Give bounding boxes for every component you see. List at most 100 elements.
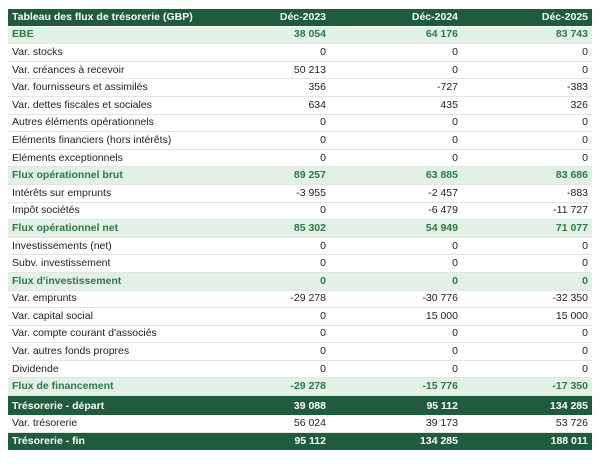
label-cell: EBE: [8, 26, 200, 45]
value-cell: 0: [462, 43, 592, 62]
value-cell: -727: [330, 78, 462, 97]
value-cell: 0: [330, 325, 462, 344]
value-cell: 0: [330, 272, 462, 291]
value-cell: 63 885: [330, 166, 462, 185]
value-cell: 85 302: [200, 219, 330, 238]
table-row: Var. emprunts -29 278 -30 776 -32 350: [8, 290, 592, 309]
table-row: Trésorerie - départ 39 088 95 112 134 285: [8, 398, 592, 416]
value-cell: 0: [200, 202, 330, 221]
value-cell: 0: [330, 149, 462, 168]
value-cell: 0: [462, 342, 592, 361]
value-cell: 0: [330, 43, 462, 62]
value-cell: 134 285: [462, 398, 592, 416]
value-cell: 0: [200, 325, 330, 344]
table-row: Var. compte courant d'associés 0 0 0: [8, 325, 592, 344]
label-cell: Var. dettes fiscales et sociales: [8, 96, 200, 115]
value-cell: 54 949: [330, 219, 462, 238]
label-cell: Tableau des flux de trésorerie (GBP): [8, 9, 200, 27]
value-cell: 0: [330, 61, 462, 80]
value-cell: 0: [200, 360, 330, 379]
table-row: Var. capital social 0 15 000 15 000: [8, 307, 592, 326]
value-cell: 64 176: [330, 26, 462, 45]
value-cell: 356: [200, 78, 330, 97]
value-cell: 634: [200, 96, 330, 115]
value-cell: 0: [330, 237, 462, 256]
label-cell: Eléments financiers (hors intérêts): [8, 131, 200, 150]
value-cell: 0: [330, 360, 462, 379]
value-cell: Déc-2023: [200, 9, 330, 27]
value-cell: 0: [462, 61, 592, 80]
table-row: Subv. investissement 0 0 0: [8, 254, 592, 273]
value-cell: 0: [330, 131, 462, 150]
table-row: Tableau des flux de trésorerie (GBP) Déc-…: [8, 9, 592, 27]
value-cell: 53 726: [462, 415, 592, 434]
table-row: Trésorerie - fin 95 112 134 285 188 011: [8, 432, 592, 451]
label-cell: Var. capital social: [8, 307, 200, 326]
label-cell: Var. trésorerie: [8, 415, 200, 434]
label-cell: Var. emprunts: [8, 290, 200, 309]
value-cell: 326: [462, 96, 592, 115]
value-cell: 50 213: [200, 61, 330, 80]
table-row: Var. créances à recevoir 50 213 0 0: [8, 61, 592, 80]
label-cell: Flux opérationnel brut: [8, 166, 200, 185]
value-cell: 83 743: [462, 26, 592, 45]
value-cell: -883: [462, 184, 592, 203]
value-cell: 0: [462, 149, 592, 168]
value-cell: 89 257: [200, 166, 330, 185]
table-row: Flux opérationnel net 85 302 54 949 71 077: [8, 219, 592, 238]
value-cell: 0: [462, 131, 592, 150]
value-cell: Déc-2025: [462, 9, 592, 27]
label-cell: Var. stocks: [8, 43, 200, 62]
label-cell: Trésorerie - départ: [8, 398, 200, 416]
treasury-table: Trésorerie - départ 39 088 95 112 134 285 Va…: [8, 398, 592, 451]
value-cell: -29 278: [200, 290, 330, 309]
label-cell: Eléments exceptionnels: [8, 149, 200, 168]
value-cell: 95 112: [330, 398, 462, 416]
value-cell: -15 776: [330, 377, 462, 397]
label-cell: Flux de financement: [8, 377, 200, 397]
value-cell: 0: [462, 237, 592, 256]
value-cell: -29 278: [200, 377, 330, 397]
value-cell: -383: [462, 78, 592, 97]
value-cell: 83 686: [462, 166, 592, 185]
value-cell: 0: [200, 114, 330, 133]
value-cell: -30 776: [330, 290, 462, 309]
value-cell: 15 000: [462, 307, 592, 326]
value-cell: 0: [462, 360, 592, 379]
value-cell: 39 088: [200, 398, 330, 416]
value-cell: 0: [462, 325, 592, 344]
value-cell: 0: [200, 43, 330, 62]
label-cell: Flux d'investissement: [8, 272, 200, 291]
value-cell: 0: [200, 149, 330, 168]
value-cell: 0: [200, 237, 330, 256]
table-row: Var. autres fonds propres 0 0 0: [8, 342, 592, 361]
label-cell: Var. autres fonds propres: [8, 342, 200, 361]
table-row: Dividende 0 0 0: [8, 360, 592, 379]
cash-flow-table: Tableau des flux de trésorerie (GBP) Déc-…: [8, 9, 592, 414]
value-cell: -3 955: [200, 184, 330, 203]
table-row: Eléments financiers (hors intérêts) 0 0 0: [8, 131, 592, 150]
value-cell: 0: [330, 342, 462, 361]
label-cell: Dividende: [8, 360, 200, 379]
label-cell: Var. compte courant d'associés: [8, 325, 200, 344]
label-cell: Flux opérationnel net: [8, 219, 200, 238]
value-cell: 134 285: [330, 432, 462, 451]
value-cell: 0: [200, 272, 330, 291]
value-cell: -2 457: [330, 184, 462, 203]
table-row: EBE 38 054 64 176 83 743: [8, 26, 592, 45]
table-row: Impôt sociétés 0 -6 479 -11 727: [8, 202, 592, 221]
table-row: Investissements (net) 0 0 0: [8, 237, 592, 256]
value-cell: 15 000: [330, 307, 462, 326]
value-cell: 56 024: [200, 415, 330, 434]
value-cell: 39 173: [330, 415, 462, 434]
table-row: Intérêts sur emprunts -3 955 -2 457 -883: [8, 184, 592, 203]
value-cell: -17 350: [462, 377, 592, 397]
value-cell: 0: [462, 114, 592, 133]
label-cell: Investissements (net): [8, 237, 200, 256]
value-cell: 95 112: [200, 432, 330, 451]
label-cell: Trésorerie - fin: [8, 432, 200, 451]
value-cell: 0: [200, 131, 330, 150]
label-cell: Impôt sociétés: [8, 202, 200, 221]
label-cell: Var. créances à recevoir: [8, 61, 200, 80]
